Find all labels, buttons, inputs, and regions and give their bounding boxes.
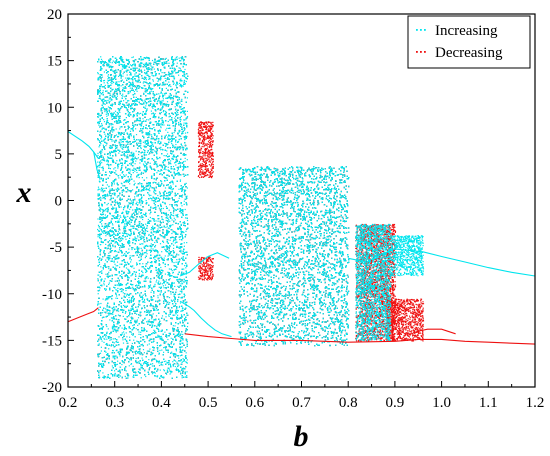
scatter-points [97,56,424,379]
series-decreasing-points [97,56,424,379]
